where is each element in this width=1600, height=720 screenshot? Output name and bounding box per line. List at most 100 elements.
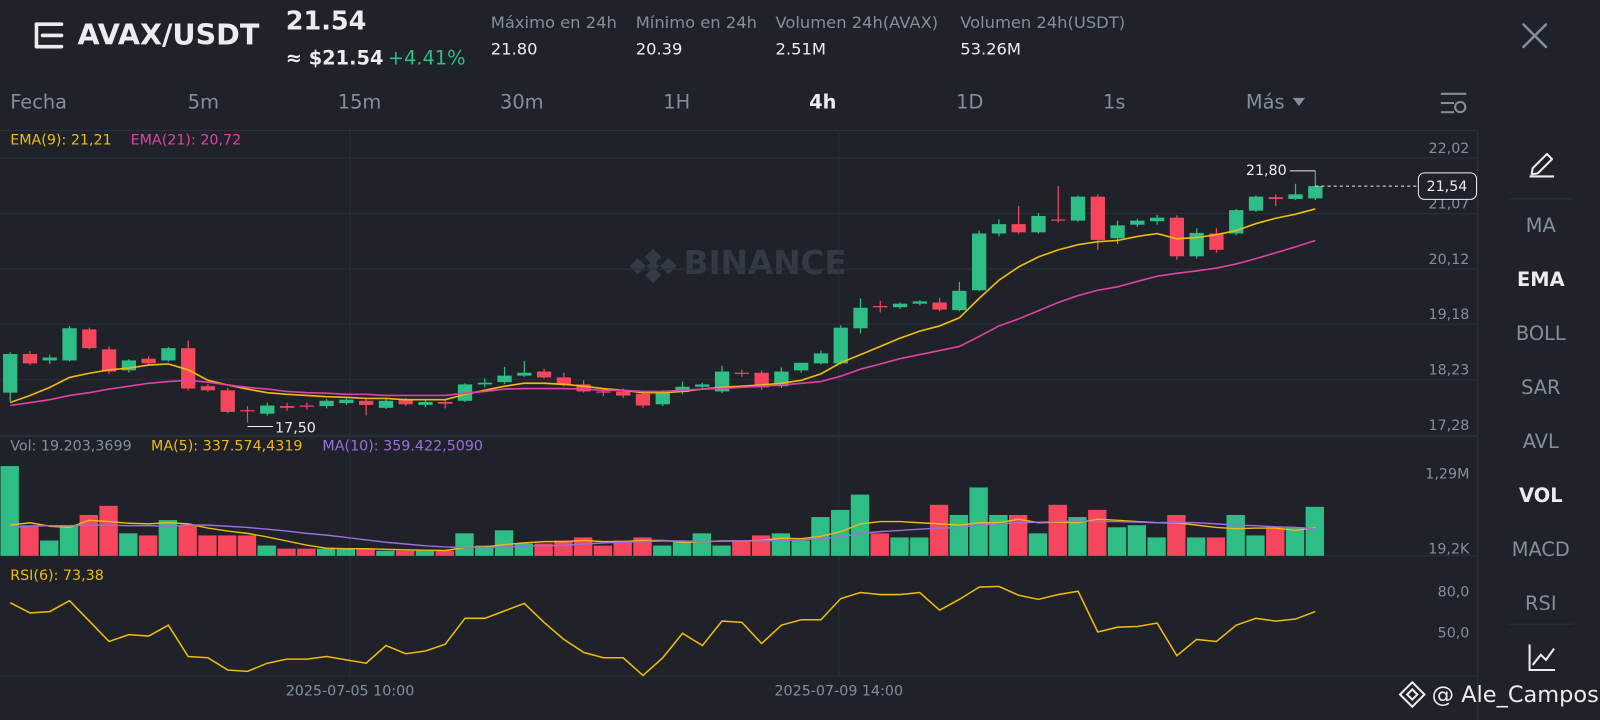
candle-body [181, 348, 196, 389]
volume-bar [751, 535, 771, 556]
interval-tab[interactable]: 15m [338, 91, 382, 114]
volume-bar [613, 540, 632, 556]
candle-body [398, 399, 413, 405]
stat-value: 21.80 [491, 39, 538, 58]
y-tick-label: 18,23 [1429, 363, 1470, 379]
indicator-tab[interactable]: AVL [1523, 430, 1559, 453]
interval-tab[interactable]: 30m [500, 91, 544, 114]
indicator-tab[interactable]: MACD [1512, 538, 1570, 561]
volume-bar [1167, 514, 1186, 556]
candle-body [576, 384, 591, 392]
volume-bar [1246, 535, 1265, 556]
volume-bar [99, 505, 118, 556]
volume-bar [1008, 514, 1028, 556]
price-change: +4.41% [388, 47, 466, 70]
interval-tab[interactable]: 1s [1103, 91, 1125, 114]
legend-entry: MA(5): 337.574,4319 [151, 439, 302, 455]
interval-tab[interactable]: Fecha [10, 91, 67, 114]
candle-body [952, 290, 967, 311]
candle-body [1110, 225, 1125, 239]
last-price-tag [1417, 172, 1478, 200]
volume-bar [1088, 509, 1107, 556]
candle-body [358, 400, 374, 405]
indicator-tab[interactable]: VOL [1519, 484, 1562, 507]
candle-body [82, 329, 97, 349]
candle-body [635, 393, 651, 406]
volume-bar [1028, 533, 1048, 556]
candle-body [813, 353, 829, 364]
interval-tab[interactable]: 4h [809, 91, 836, 114]
interval-tab[interactable]: Más [1246, 91, 1285, 114]
candle-body [477, 382, 492, 385]
indicator-chart-icon[interactable] [1528, 644, 1556, 672]
legend-entry: MA(10): 359.422,5090 [322, 439, 483, 455]
volume-bar [494, 530, 514, 556]
candle-body [556, 377, 572, 385]
last-price-label: 21,54 [1427, 179, 1468, 195]
volume-bar [1127, 525, 1147, 556]
y-tick-label: 22,02 [1429, 141, 1470, 157]
chart-settings-icon[interactable] [1440, 92, 1467, 114]
y-tick-label: 1,29M [1425, 467, 1469, 483]
candle-body [240, 410, 255, 412]
candle-body [279, 406, 295, 408]
volume-bar [1147, 537, 1166, 556]
volume-bar [791, 540, 810, 556]
menu-icon[interactable] [34, 22, 64, 49]
candle-body [1031, 215, 1046, 233]
interval-tab[interactable]: 5m [188, 91, 219, 114]
legend-entry: EMA(21): 20,72 [131, 133, 242, 149]
volume-bar [692, 533, 711, 556]
candle-body [1169, 217, 1185, 257]
low-annotation: 17,50 [275, 421, 316, 437]
candle-body [754, 372, 769, 388]
volume-bar [1266, 527, 1285, 556]
volume-bar [178, 525, 197, 556]
interval-tab[interactable]: 1H [663, 91, 690, 114]
draw-tool-icon[interactable] [1529, 152, 1555, 178]
candle-body [1011, 224, 1026, 233]
indicator-tab[interactable]: EMA [1517, 268, 1565, 291]
candle-body [1189, 232, 1204, 257]
legend-entry: RSI(6): 73,38 [10, 568, 104, 584]
candle-body [141, 358, 156, 364]
indicator-tab[interactable]: RSI [1525, 592, 1556, 615]
candle-body [3, 354, 18, 393]
candle-body [1090, 196, 1105, 240]
candle-body [1288, 194, 1303, 199]
volume-bar [257, 545, 276, 556]
indicator-tab[interactable]: MA [1526, 214, 1557, 237]
indicator-tab[interactable]: BOLL [1516, 322, 1566, 345]
pair-title: AVAX/USDT [78, 18, 260, 52]
volume-bar [771, 533, 791, 556]
credit-logo [1398, 680, 1426, 709]
volume-bar [277, 548, 296, 556]
stat-label: Máximo en 24h [491, 13, 617, 32]
indicator-tab[interactable]: SAR [1521, 376, 1560, 399]
candle-body [853, 307, 868, 329]
candle-body [972, 233, 987, 291]
rsi-line [9, 585, 1316, 677]
volume-bar [435, 550, 454, 556]
volume-bar [831, 509, 850, 556]
volume-bar [119, 533, 138, 556]
y-tick-label: 21,07 [1429, 196, 1470, 212]
indicator-list: MA EMA BOLL SAR AVL VOL MACD RSI [1512, 214, 1570, 615]
candle-body [833, 327, 848, 364]
candle-body [596, 391, 611, 393]
volume-bar [336, 548, 356, 556]
volume-bar [989, 514, 1008, 556]
volume-bar [158, 520, 178, 556]
volume-bar [593, 545, 613, 556]
volume-bar [1285, 527, 1305, 556]
volume-bar [316, 548, 336, 556]
volume-bar [910, 537, 929, 556]
candle-body [22, 354, 38, 364]
interval-tab[interactable]: 1D [956, 91, 983, 114]
close-button[interactable] [1522, 23, 1548, 49]
candle-body [1070, 196, 1086, 221]
candle-body [200, 386, 216, 391]
candle-body [1209, 233, 1224, 250]
